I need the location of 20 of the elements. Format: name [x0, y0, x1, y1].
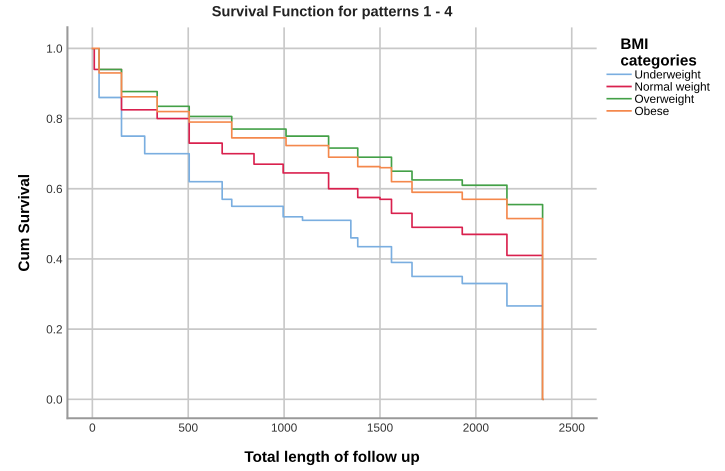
legend-label: Overweight	[635, 94, 694, 106]
y-tick-label: 0.6	[46, 184, 62, 194]
chart-title: Survival Function for patterns 1 - 4	[212, 6, 452, 20]
y-tick-label: 0.4	[46, 254, 62, 264]
legend-label: Underweight	[635, 70, 701, 81]
legend-label: Normal weight	[635, 82, 710, 94]
x-tick-label: 2500	[559, 423, 584, 432]
x-tick-label: 2000	[463, 423, 489, 432]
x-tick-label: 1000	[272, 423, 297, 432]
legend-label: Obese	[635, 106, 669, 116]
y-axis-title: Cum Survival	[18, 175, 30, 271]
x-tick-label: 0	[90, 423, 96, 432]
legend-title: BMI categories	[620, 38, 696, 69]
x-tick-label: 1500	[368, 423, 393, 432]
x-axis-title: Total length of follow up	[244, 450, 420, 466]
y-tick-label: 0.0	[46, 395, 62, 404]
y-tick-label: 0.8	[46, 114, 62, 123]
x-tick-label: 500	[178, 423, 198, 432]
y-tick-label: 0.2	[46, 325, 62, 334]
y-tick-label: 1.0	[47, 44, 62, 53]
